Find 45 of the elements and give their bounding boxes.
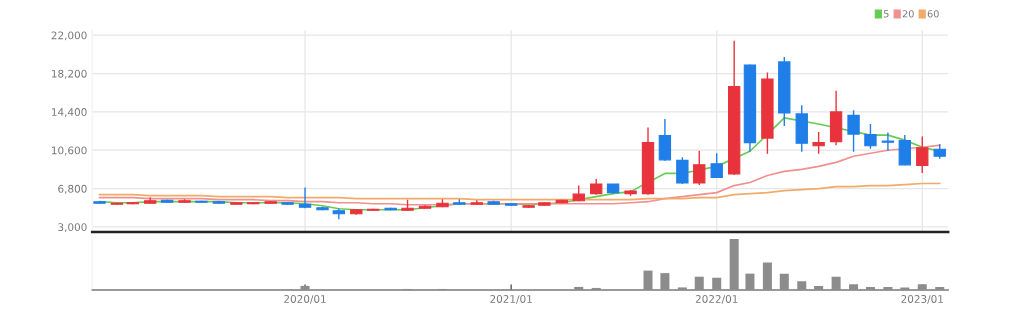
candlestick [864,123,877,150]
bar [814,285,824,290]
bar [883,286,893,290]
bar [300,285,310,290]
bar [935,286,945,290]
x-tick-label: 2022/01 [695,295,738,304]
candlestick [916,135,929,174]
bar [865,286,875,290]
bar [677,287,687,290]
bar [900,287,910,290]
bar [591,287,601,290]
x-tick-label: 2023/01 [901,295,943,304]
candlestick [676,156,689,185]
bar [574,286,584,290]
candlestick [812,131,825,155]
y-tick-label: 3,000 [58,223,87,233]
legend-label: 60 [927,10,939,18]
y-tick-label: 22,000 [51,31,87,41]
bar [712,277,722,290]
bar [762,262,772,290]
line-series [98,182,941,201]
bar [643,270,653,290]
bar [745,273,755,290]
x-tick-label: 2020/01 [284,295,326,304]
line-series [98,144,941,206]
candlestick [332,207,346,221]
bar [729,238,739,290]
y-tick-label: 6,800 [58,184,87,194]
legend-label: 20 [902,10,914,18]
x-tick-label: 2021/01 [490,295,532,304]
y-tick-label: 18,200 [52,69,87,79]
y-tick-label: 14,400 [52,108,87,118]
candlestick [847,109,860,153]
y-tick-label: 10,600 [52,146,87,156]
bar [831,276,841,290]
bar [797,281,807,290]
bar [694,276,704,290]
legend-label: 5 [883,10,889,18]
bar [660,273,670,290]
bar [917,284,927,290]
candlestick [710,152,723,179]
bar [779,273,789,290]
candlestick [881,131,895,152]
bar [849,284,859,290]
candlestick [693,150,706,186]
